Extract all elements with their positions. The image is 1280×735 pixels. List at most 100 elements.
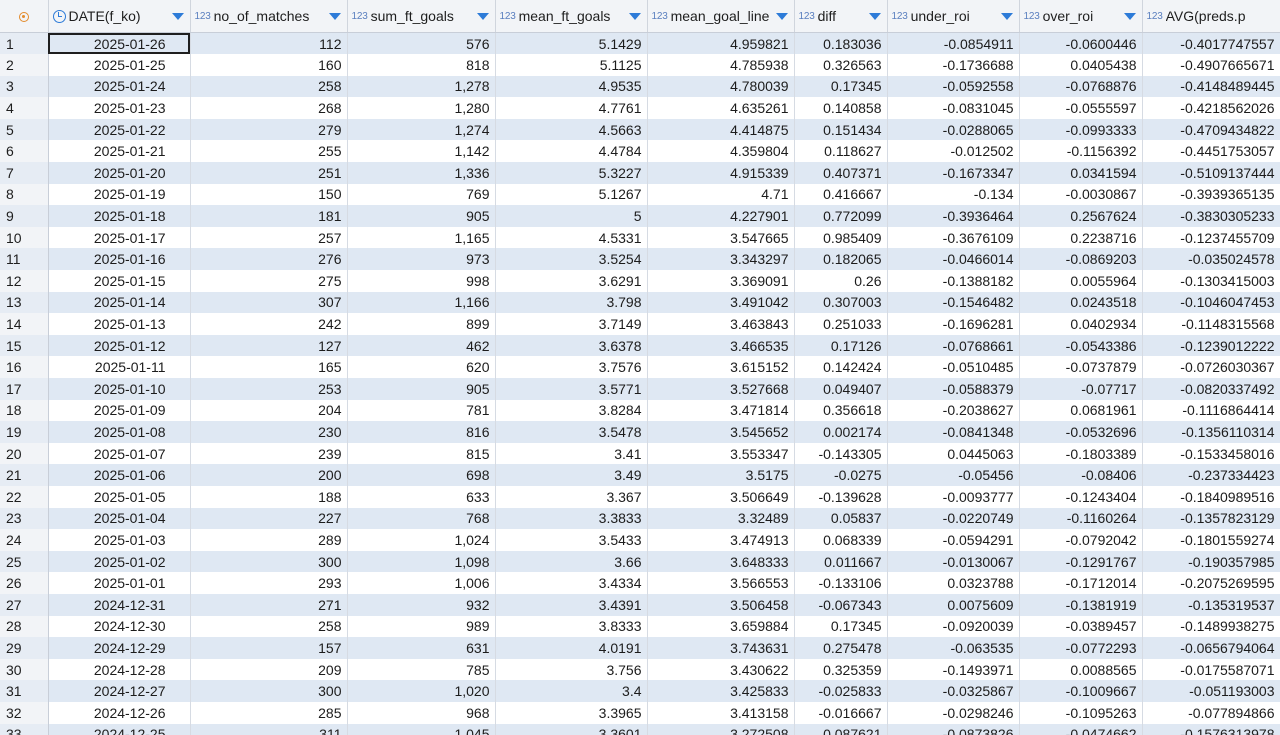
table-row[interactable]: 9 2025-01-18 181 905 5 4.227901 0.772099 -0.393…	[0, 205, 1280, 227]
table-row[interactable]: 2 2025-01-25 160 818 5.1125 4.785938 0.326563-…	[0, 54, 1280, 76]
cell-over-roi[interactable]: -0.08406	[1019, 464, 1143, 486]
cell-no-of-matches[interactable]: 268	[190, 97, 348, 119]
cell-diff[interactable]: 0.326563	[794, 54, 888, 76]
column-header-no-of-matches[interactable]: 123 no_of_matches	[190, 0, 348, 33]
cell-under-roi[interactable]: -0.1673347	[887, 162, 1020, 184]
cell-under-roi[interactable]: -0.0093777	[887, 485, 1020, 508]
cell-mean-ft-goals[interactable]: 5.3227	[495, 162, 648, 184]
cell-sum-ft-goals[interactable]: 781	[347, 399, 496, 422]
cell-mean-ft-goals[interactable]: 3.756	[495, 658, 648, 681]
cell-over-roi[interactable]: 0.0681961	[1019, 399, 1143, 422]
cell-diff[interactable]: 0.416667	[794, 183, 888, 206]
cell-sum-ft-goals[interactable]: 899	[347, 313, 496, 335]
cell-mean-ft-goals[interactable]: 3.4334	[495, 572, 648, 594]
cell-sum-ft-goals[interactable]: 698	[347, 464, 496, 486]
row-number[interactable]: 5	[0, 118, 49, 141]
cell-date[interactable]: 2025-01-17	[48, 226, 191, 249]
sort-chevron-icon[interactable]	[1123, 12, 1136, 20]
row-number[interactable]: 8	[0, 183, 49, 206]
cell-diff[interactable]: 0.356618	[794, 399, 888, 422]
table-row[interactable]: 10 2025-01-17 257 1,165 4.5331 3.547665 0.9854…	[0, 226, 1280, 249]
cell-under-roi[interactable]: -0.0592558	[887, 75, 1020, 98]
column-header-diff[interactable]: 123 diff	[794, 0, 888, 33]
column-header-mean-ft-goals[interactable]: 123 mean_ft_goals	[495, 0, 648, 33]
cell-mean-goal-line[interactable]: 3.466535	[647, 334, 795, 357]
cell-over-roi[interactable]: -0.0993333	[1019, 118, 1143, 141]
column-header-sum-ft-goals[interactable]: 123 sum_ft_goals	[347, 0, 496, 33]
row-number[interactable]: 12	[0, 270, 49, 292]
cell-avg-preds-p[interactable]: -0.4451753057	[1142, 140, 1280, 163]
cell-sum-ft-goals[interactable]: 932	[347, 593, 496, 616]
cell-avg-preds-p[interactable]: -0.2075269595	[1142, 572, 1280, 594]
table-row[interactable]: 16 2025-01-11 165 620 3.7576 3.615152 0.142424…	[0, 356, 1280, 378]
cell-mean-goal-line[interactable]: 3.491042	[647, 291, 795, 314]
cell-date[interactable]: 2025-01-18	[48, 205, 191, 227]
cell-mean-ft-goals[interactable]: 3.49	[495, 464, 648, 486]
cell-no-of-matches[interactable]: 279	[190, 118, 348, 141]
cell-under-roi[interactable]: -0.1493971	[887, 658, 1020, 681]
cell-over-roi[interactable]: 0.0088565	[1019, 658, 1143, 681]
cell-sum-ft-goals[interactable]: 1,142	[347, 140, 496, 163]
cell-under-roi[interactable]: -0.0325867	[887, 680, 1020, 702]
row-number[interactable]: 7	[0, 162, 49, 184]
cell-sum-ft-goals[interactable]: 462	[347, 334, 496, 357]
cell-no-of-matches[interactable]: 150	[190, 183, 348, 206]
column-header-under-roi[interactable]: 123 under_roi	[887, 0, 1020, 33]
table-row[interactable]: 11 2025-01-16 276 973 3.5254 3.343297 0.182065…	[0, 248, 1280, 271]
cell-no-of-matches[interactable]: 307	[190, 291, 348, 314]
table-row[interactable]: 12 2025-01-15 275 998 3.6291 3.369091 0.26 -0.1…	[0, 270, 1280, 292]
cell-mean-goal-line[interactable]: 3.474913	[647, 529, 795, 551]
cell-sum-ft-goals[interactable]: 785	[347, 658, 496, 681]
cell-over-roi[interactable]: -0.0768876	[1019, 75, 1143, 98]
cell-date[interactable]: 2025-01-02	[48, 550, 191, 573]
cell-date[interactable]: 2024-12-27	[48, 680, 191, 702]
select-all-corner[interactable]	[0, 0, 49, 33]
row-number[interactable]: 28	[0, 615, 49, 638]
cell-no-of-matches[interactable]: 227	[190, 507, 348, 530]
table-row[interactable]: 25 2025-01-02 300 1,098 3.66 3.648333 0.011667…	[0, 550, 1280, 573]
cell-date[interactable]: 2024-12-26	[48, 701, 191, 724]
cell-over-roi[interactable]: 0.0055964	[1019, 270, 1143, 292]
cell-under-roi[interactable]: -0.1696281	[887, 313, 1020, 335]
sort-chevron-icon[interactable]	[328, 12, 341, 20]
cell-mean-ft-goals[interactable]: 4.4784	[495, 140, 648, 163]
table-row[interactable]: 3 2025-01-24 258 1,278 4.9535 4.780039 0.17345…	[0, 75, 1280, 98]
cell-date[interactable]: 2025-01-16	[48, 248, 191, 271]
cell-mean-ft-goals[interactable]: 5.1429	[495, 32, 648, 55]
cell-avg-preds-p[interactable]: -0.190357985	[1142, 550, 1280, 573]
cell-mean-ft-goals[interactable]: 3.3601	[495, 723, 648, 735]
cell-diff[interactable]: 0.325359	[794, 658, 888, 681]
cell-mean-ft-goals[interactable]: 3.5433	[495, 529, 648, 551]
cell-under-roi[interactable]: -0.0510485	[887, 356, 1020, 378]
cell-no-of-matches[interactable]: 253	[190, 378, 348, 400]
table-row[interactable]: 18 2025-01-09 204 781 3.8284 3.471814 0.356618…	[0, 399, 1280, 422]
cell-under-roi[interactable]: -0.0588379	[887, 378, 1020, 400]
row-number[interactable]: 23	[0, 507, 49, 530]
row-number[interactable]: 25	[0, 550, 49, 573]
table-row[interactable]: 15 2025-01-12 127 462 3.6378 3.466535 0.17126-…	[0, 334, 1280, 357]
sort-chevron-icon[interactable]	[476, 12, 489, 20]
table-row[interactable]: 20 2025-01-07 239 815 3.41 3.553347 -0.143305 0…	[0, 442, 1280, 465]
row-number[interactable]: 17	[0, 378, 49, 400]
cell-mean-ft-goals[interactable]: 5	[495, 205, 648, 227]
row-number[interactable]: 2	[0, 54, 49, 76]
cell-diff[interactable]: 0.182065	[794, 248, 888, 271]
cell-sum-ft-goals[interactable]: 998	[347, 270, 496, 292]
cell-no-of-matches[interactable]: 112	[190, 32, 348, 55]
cell-mean-goal-line[interactable]: 4.71	[647, 183, 795, 206]
cell-avg-preds-p[interactable]: -0.4907665671	[1142, 54, 1280, 76]
cell-mean-ft-goals[interactable]: 3.8333	[495, 615, 648, 638]
cell-sum-ft-goals[interactable]: 815	[347, 442, 496, 465]
cell-no-of-matches[interactable]: 165	[190, 356, 348, 378]
table-row[interactable]: 26 2025-01-01 293 1,006 3.4334 3.566553 -0.133…	[0, 572, 1280, 594]
cell-date[interactable]: 2025-01-03	[48, 529, 191, 551]
cell-date[interactable]: 2025-01-08	[48, 421, 191, 443]
column-header-date[interactable]: DATE(f_ko)	[48, 0, 191, 33]
cell-mean-ft-goals[interactable]: 5.1267	[495, 183, 648, 206]
cell-over-roi[interactable]: 0.0402934	[1019, 313, 1143, 335]
row-number[interactable]: 29	[0, 637, 49, 659]
cell-sum-ft-goals[interactable]: 968	[347, 701, 496, 724]
cell-mean-goal-line[interactable]: 3.545652	[647, 421, 795, 443]
cell-over-roi[interactable]: -0.0869203	[1019, 248, 1143, 271]
table-row[interactable]: 28 2024-12-30 258 989 3.8333 3.659884 0.17345-…	[0, 615, 1280, 638]
